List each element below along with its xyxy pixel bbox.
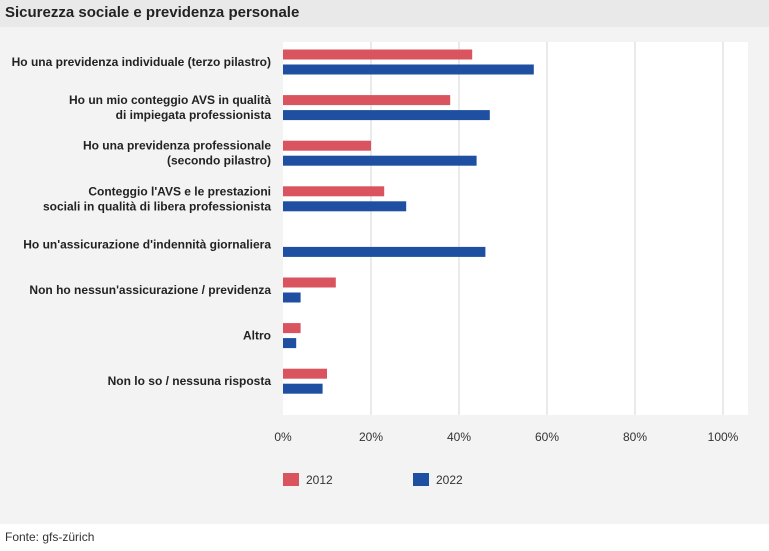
x-tick-label: 60%	[535, 430, 559, 444]
x-tick-label: 20%	[359, 430, 383, 444]
x-tick-label: 80%	[623, 430, 647, 444]
bar-2022	[283, 246, 486, 257]
x-tick-label: 100%	[708, 430, 739, 444]
legend-label-2022: 2022	[436, 473, 463, 487]
category-label: di impiegata professionista	[116, 108, 272, 122]
bar-2012	[283, 277, 336, 288]
category-label: Ho una previdenza individuale (terzo pil…	[12, 55, 271, 69]
category-label: Ho un'assicurazione d'indennità giornali…	[23, 237, 271, 251]
bar-2022	[283, 338, 297, 349]
category-label: Ho una previdenza professionale	[83, 139, 271, 153]
legend-label-2012: 2012	[306, 473, 333, 487]
bar-2012	[283, 49, 473, 60]
bar-2012	[283, 323, 301, 334]
bar-chart: 0% 20% 40% 60% 80% 100% Ho una previdenza indi…	[12, 42, 748, 487]
category-label: sociali in qualità di libera professioni…	[43, 199, 271, 213]
bar-2022	[283, 110, 490, 121]
category-label: Conteggio l'AVS e le prestazioni	[88, 184, 271, 198]
legend-swatch-2012	[283, 473, 299, 486]
bar-2022	[283, 155, 477, 166]
category-label: Non ho nessun'assicurazione / previdenza	[29, 283, 271, 297]
x-tick-label: 0%	[274, 430, 292, 444]
x-tick-label: 40%	[447, 430, 471, 444]
bar-2012	[283, 140, 371, 151]
category-label: Ho un mio conteggio AVS in qualità	[69, 93, 271, 107]
bar-2012	[283, 95, 451, 106]
bar-2022	[283, 64, 534, 75]
category-label: Non lo so / nessuna risposta	[108, 374, 272, 388]
bar-2022	[283, 292, 301, 303]
title-bar: Sicurezza sociale e previdenza personale	[0, 0, 769, 27]
bar-2012	[283, 368, 327, 379]
category-label: (secondo pilastro)	[167, 154, 271, 168]
category-label: Altro	[243, 329, 271, 343]
source-note: Fonte: gfs-zürich	[5, 530, 95, 544]
bar-2012	[283, 186, 385, 197]
chart-title: Sicurezza sociale e previdenza personale	[5, 4, 300, 21]
legend-swatch-2022	[413, 473, 429, 486]
bar-2022	[283, 201, 407, 212]
bar-2022	[283, 383, 323, 394]
